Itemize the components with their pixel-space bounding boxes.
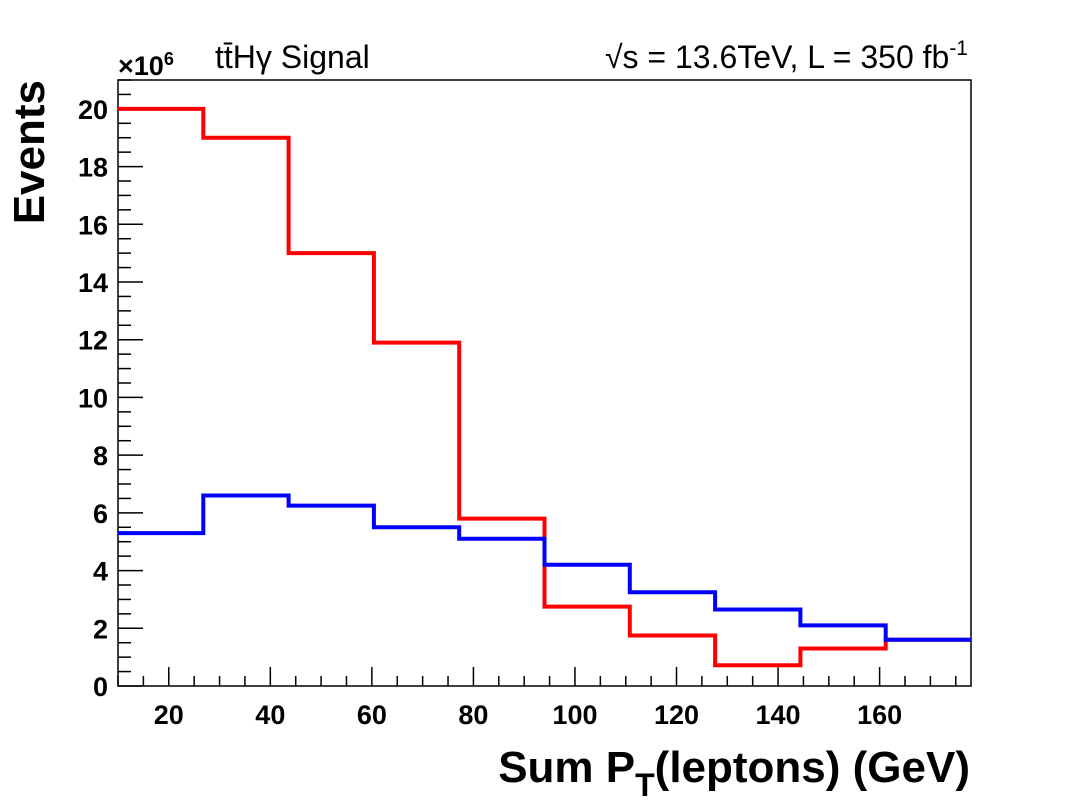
x-axis-title-subscript: T [635,767,655,803]
x-tick-label: 100 [552,700,597,730]
y-tick-label: 0 [93,672,108,702]
x-tick-label: 140 [756,700,801,730]
y-tick-label: 12 [78,326,108,356]
y-tick-label: 8 [93,441,108,471]
y-tick-label: 20 [78,95,108,125]
x-tick-label: 60 [357,700,387,730]
y-tick-label: 6 [93,499,108,529]
x-tick-label: 20 [154,700,184,730]
red-series-line [118,106,971,668]
x-axis-title-tail: (leptons) (GeV) [655,743,970,792]
y-axis-multiplier-exponent: 6 [164,49,174,69]
x-axis-title-main: Sum P [498,743,635,792]
x-tick-label: 80 [458,700,488,730]
x-tick-label: 160 [857,700,902,730]
y-axis-multiplier-base: ×10 [118,51,164,81]
x-tick-label: 40 [255,700,285,730]
chart-title-right-superscript: -1 [949,37,968,60]
chart-title-right-main: √s = 13.6TeV, L = 350 fb [605,39,949,75]
chart-title-right: √s = 13.6TeV, L = 350 fb-1 [605,37,968,75]
y-axis-multiplier: ×106 [118,49,174,81]
y-axis-title: Events [5,80,54,224]
x-tick-label: 120 [654,700,699,730]
y-tick-label: 16 [78,210,108,240]
y-tick-label: 18 [78,153,108,183]
y-tick-label: 14 [78,268,108,298]
x-axis-title: Sum PT(leptons) (GeV) [498,743,970,803]
chart-title-left: tt̄Hγ Signal [215,39,370,75]
plot-area: 20 40 60 80 100 120 140 160 0 2 4 6 8 10 12 14 16 18 20 [78,79,972,730]
blue-series-line [118,493,971,642]
y-tick-label: 10 [78,383,108,413]
y-tick-label: 4 [93,557,108,587]
y-tick-label: 2 [93,614,108,644]
